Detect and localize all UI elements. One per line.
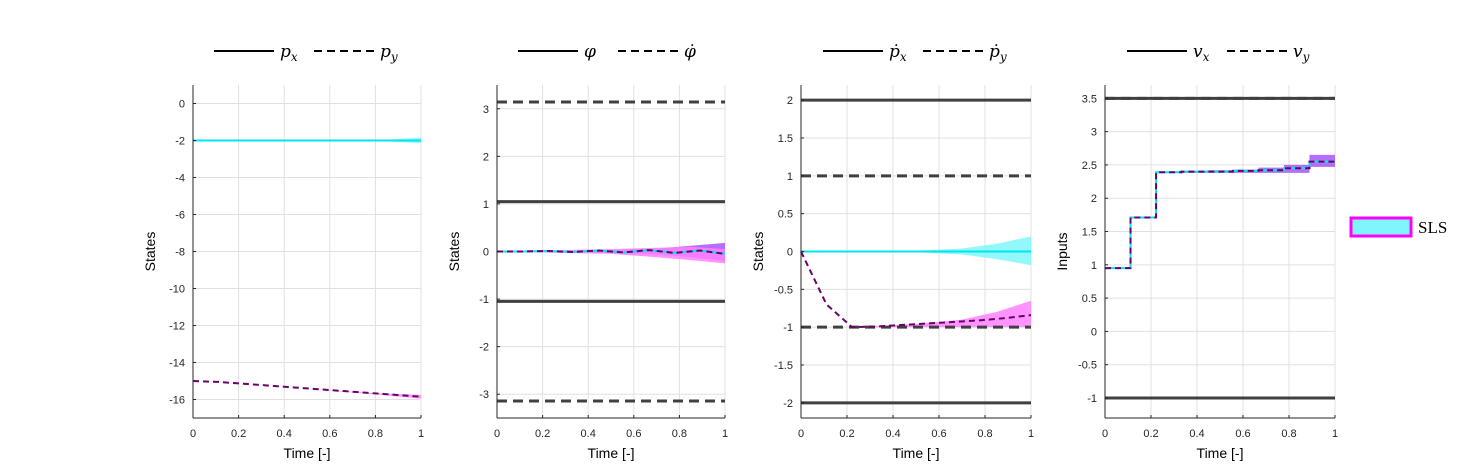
y-tick-label: 1.5	[778, 133, 793, 145]
x-tick-label: 1	[722, 428, 728, 440]
x-tick-label: 0.6	[322, 428, 337, 440]
y-tick-label: -14	[169, 358, 185, 370]
y-tick-label: -1	[1087, 393, 1097, 405]
legend-label-dashed: py	[380, 42, 398, 64]
x-tick-label: 0.6	[931, 428, 946, 440]
y-tick-label: -10	[169, 284, 185, 296]
y-tick-label: 3	[1091, 127, 1097, 139]
y-tick-label: -2	[783, 398, 793, 410]
y-tick-label: -2	[175, 136, 185, 148]
x-tick-label: 0.4	[581, 428, 596, 440]
y-axis-label: States	[750, 232, 766, 272]
y-tick-label: -2	[479, 342, 489, 354]
y-tick-label: 2	[1091, 193, 1097, 205]
y-tick-label: 0	[483, 247, 489, 259]
y-tick-label: -1	[783, 322, 793, 334]
series-line-vx-solid	[1105, 160, 1335, 270]
x-tick-label: 0.2	[839, 428, 854, 440]
y-tick-label: 1	[787, 171, 793, 183]
legend-label-solid: ṗx	[889, 42, 907, 64]
y-tick-label: -12	[169, 321, 185, 333]
series-line-y-dashed	[800, 251, 1032, 329]
y-tick-label: 3.5	[1082, 93, 1097, 105]
legend-label-solid: vx	[1193, 42, 1210, 64]
x-axis-label: Time [-]	[284, 445, 331, 461]
x-tick-label: 0	[494, 428, 500, 440]
x-axis-label: Time [-]	[1197, 445, 1244, 461]
legend-label-dashed: vy	[1293, 42, 1310, 64]
panel-legend: vx vy	[1127, 42, 1310, 64]
y-tick-label: -6	[175, 210, 185, 222]
figure-legend: SLS	[1349, 216, 1447, 238]
y-axis-label: Inputs	[1054, 232, 1070, 270]
y-tick-label: -3	[479, 389, 489, 401]
x-tick-label: 0.4	[885, 428, 900, 440]
x-tick-label: 0.8	[977, 428, 992, 440]
y-tick-label: 3	[483, 104, 489, 116]
x-tick-label: 0.6	[1235, 428, 1250, 440]
x-tick-label: 0.8	[368, 428, 383, 440]
y-axis-label: States	[142, 232, 158, 272]
y-tick-label: 2	[483, 151, 489, 163]
y-tick-label: -8	[175, 247, 185, 259]
y-tick-label: 0.5	[778, 209, 793, 221]
x-tick-label: 0	[1102, 428, 1108, 440]
x-tick-label: 1	[1028, 428, 1034, 440]
x-tick-label: 0.8	[1281, 428, 1296, 440]
x-tick-label: 0.2	[535, 428, 550, 440]
panel-legend: ṗx ṗy	[823, 42, 1007, 64]
chart-panel-3: 0 0.2 0.4 0.6 0.8 1 2 1.5 1 0.5 0 -0.5 -1 -1.5 -2 Time …	[750, 42, 1034, 461]
y-tick-label: 2.5	[1082, 160, 1097, 172]
sls-legend-swatch	[1349, 216, 1413, 238]
legend-label-dashed: φ̇	[684, 42, 696, 62]
y-tick-label: 0	[787, 247, 793, 259]
x-axis-label: Time [-]	[588, 445, 635, 461]
y-tick-label: 1	[483, 199, 489, 211]
y-tick-label: 0.5	[1082, 293, 1097, 305]
panel-legend: px py	[214, 42, 398, 64]
y-tick-label: 1.5	[1082, 227, 1097, 239]
x-tick-label: 0.4	[1189, 428, 1204, 440]
y-tick-label: 1	[1091, 260, 1097, 272]
y-axis-label: States	[446, 232, 462, 272]
y-tick-label: -1	[479, 294, 489, 306]
x-tick-label: 0.4	[277, 428, 292, 440]
chart-panel-1: 0 0.2 0.4 0.6 0.8 1 0 -2 -4 -6 -8 -10 -12 -14 -16 Time …	[142, 42, 424, 461]
y-tick-label: 0	[179, 99, 185, 111]
y-tick-label: -0.5	[1078, 360, 1097, 372]
x-tick-label: 0.2	[231, 428, 246, 440]
y-tick-label: -4	[175, 173, 185, 185]
panel-legend: φ φ̇	[518, 42, 696, 62]
x-tick-label: 0.8	[672, 428, 687, 440]
series-line--dashed	[497, 249, 726, 255]
uncertainty-band	[1105, 154, 1335, 269]
legend-label-solid: px	[280, 42, 298, 64]
uncertainty-band	[497, 246, 725, 264]
x-tick-label: 0.2	[1143, 428, 1158, 440]
uncertainty-band	[801, 251, 1031, 328]
chart-panel-4: 0 0.2 0.4 0.6 0.8 1 3.5 3 2.5 2 1.5 1 0.5 0 -0.5 -1 Time…	[1054, 42, 1338, 461]
y-tick-label: -0.5	[774, 284, 793, 296]
x-tick-label: 0.6	[626, 428, 641, 440]
x-tick-label: 1	[1332, 428, 1338, 440]
y-tick-label: -1.5	[774, 360, 793, 372]
y-tick-label: -16	[169, 395, 185, 407]
uncertainty-band	[193, 381, 421, 399]
sls-legend-label: SLS	[1418, 218, 1447, 237]
x-axis-label: Time [-]	[893, 445, 940, 461]
legend-label-solid: φ	[584, 42, 596, 62]
x-tick-label: 1	[418, 428, 424, 440]
x-tick-label: 0	[798, 428, 804, 440]
y-tick-label: 2	[787, 95, 793, 107]
series-line-py-dashed	[192, 380, 422, 398]
series-line-vy-dashed	[1105, 160, 1335, 270]
x-tick-label: 0	[190, 428, 196, 440]
legend-label-dashed: ṗy	[989, 42, 1007, 64]
y-tick-label: 0	[1091, 326, 1097, 338]
